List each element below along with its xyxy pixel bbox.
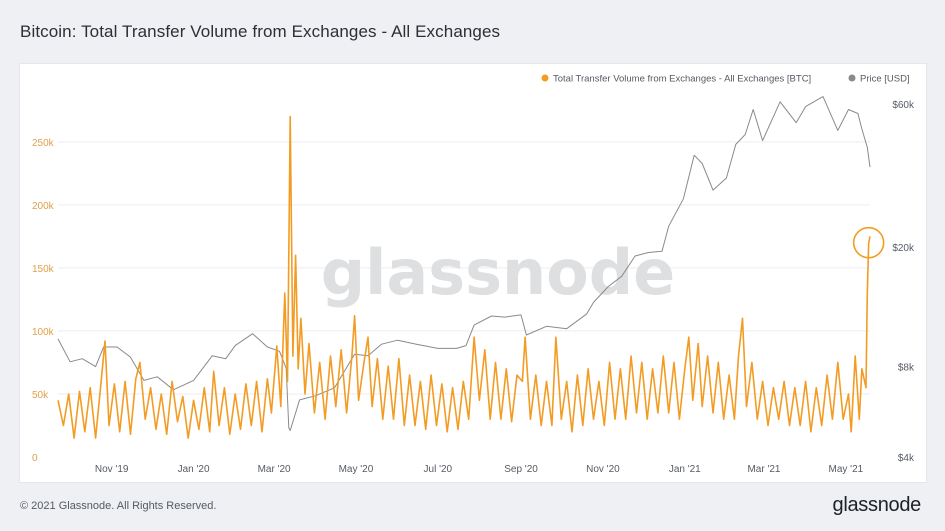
x-tick-label: Jan '21 [669,464,701,475]
x-axis: Nov '19 Jan '20 Mar '20 May '20 Jul '20 Sep '… [95,464,864,475]
legend[interactable]: Total Transfer Volume from Exchanges - A… [541,74,910,85]
legend-price-label[interactable]: Price [USD] [860,74,910,85]
highlight-circle [852,226,885,259]
right-tick-label: $60k [892,100,915,111]
left-tick-label: 100k [32,327,55,338]
right-tick-label: $8k [898,363,915,374]
price-line [57,96,871,431]
x-tick-label: Jul '20 [424,464,453,475]
legend-price-swatch [848,74,856,82]
footer-copyright: © 2021 Glassnode. All Rights Reserved. [20,500,217,512]
legend-volume-label[interactable]: Total Transfer Volume from Exchanges - A… [553,74,811,85]
volume-line [57,115,871,439]
footer-brand-logo: glassnode [832,494,922,516]
legend-volume-swatch [541,74,549,82]
left-tick-label: 200k [32,201,55,212]
left-tick-label: 50k [32,390,49,401]
left-tick-label: 150k [32,264,55,275]
volume-series [57,115,871,439]
right-tick-label: $4k [898,453,915,464]
x-tick-label: Sep '20 [504,464,538,475]
x-tick-label: May '21 [828,464,863,475]
chart-card[interactable]: glassnode 0 50k 100k 150k 200k 250k $4k $8k $20… [19,63,927,483]
right-tick-label: $20k [892,243,915,254]
price-series [57,96,871,431]
x-tick-label: Nov '20 [586,464,620,475]
chart-svg[interactable]: glassnode 0 50k 100k 150k 200k 250k $4k $8k $20… [20,64,926,482]
left-tick-label: 250k [32,138,55,149]
left-tick-label: 0 [32,453,38,464]
right-axis: $4k $8k $20k $60k [892,100,915,464]
page-title: Bitcoin: Total Transfer Volume from Exch… [20,22,501,41]
x-tick-label: Mar '21 [747,464,780,475]
x-tick-label: Mar '20 [258,464,291,475]
x-tick-label: Nov '19 [95,464,129,475]
x-tick-label: Jan '20 [178,464,210,475]
watermark: glassnode [321,236,675,309]
grid-layer [58,141,870,395]
annotation-layer [852,226,885,259]
left-axis: 0 50k 100k 150k 200k 250k [32,138,55,464]
x-tick-label: May '20 [339,464,374,475]
